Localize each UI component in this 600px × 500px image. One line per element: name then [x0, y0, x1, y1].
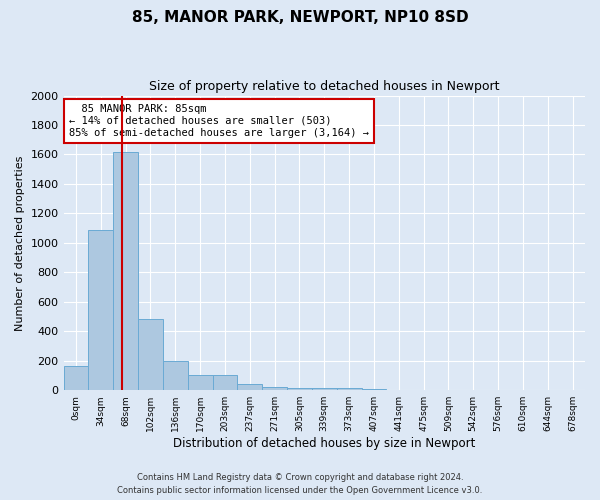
X-axis label: Distribution of detached houses by size in Newport: Distribution of detached houses by size … — [173, 437, 475, 450]
Text: 85, MANOR PARK, NEWPORT, NP10 8SD: 85, MANOR PARK, NEWPORT, NP10 8SD — [131, 10, 469, 25]
Bar — [238, 384, 262, 390]
Bar — [138, 320, 163, 390]
Bar — [64, 366, 88, 390]
Bar — [163, 360, 188, 390]
Bar — [287, 388, 312, 390]
Bar — [262, 386, 287, 390]
Bar — [312, 388, 337, 390]
Bar — [88, 230, 113, 390]
Bar — [337, 388, 362, 390]
Text: Contains HM Land Registry data © Crown copyright and database right 2024.
Contai: Contains HM Land Registry data © Crown c… — [118, 474, 482, 495]
Text: 85 MANOR PARK: 85sqm
← 14% of detached houses are smaller (503)
85% of semi-deta: 85 MANOR PARK: 85sqm ← 14% of detached h… — [69, 104, 369, 138]
Y-axis label: Number of detached properties: Number of detached properties — [15, 155, 25, 330]
Title: Size of property relative to detached houses in Newport: Size of property relative to detached ho… — [149, 80, 500, 93]
Bar — [212, 376, 238, 390]
Bar — [188, 376, 212, 390]
Bar — [113, 152, 138, 390]
